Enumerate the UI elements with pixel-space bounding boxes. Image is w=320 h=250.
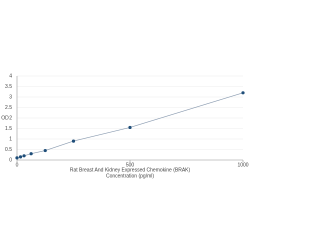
y-tick-label: 2.5 <box>5 105 12 111</box>
data-point <box>43 148 47 153</box>
data-point <box>128 125 132 130</box>
x-tick-label: 1000 <box>237 162 248 168</box>
data-line <box>16 92 244 159</box>
y-tick-label: 3 <box>9 94 12 100</box>
data-point <box>22 154 26 158</box>
y-tick-label: 2 <box>9 115 12 121</box>
data-point <box>29 152 33 156</box>
data-point <box>241 91 245 95</box>
y-tick-label: 1 <box>9 136 12 142</box>
chart: Rat Breast And Kidney Expressed Chemokin… <box>1 73 249 179</box>
x-axis-label: Rat Breast And Kidney Expressed Chemokin… <box>70 167 191 173</box>
data-point <box>71 139 76 143</box>
y-tick-label: 4 <box>9 73 12 79</box>
y-tick-label: 0.5 <box>5 147 12 153</box>
data-point <box>15 156 19 160</box>
y-tick-label: 0 <box>9 157 12 163</box>
data-point <box>18 155 23 159</box>
x-axis-label: Concentration (pg/ml) <box>106 173 154 179</box>
y-axis-label: OD <box>1 115 9 121</box>
x-tick-label: 500 <box>126 162 135 168</box>
y-tick-label: 1.5 <box>5 126 12 132</box>
x-tick-label: 0 <box>16 162 19 168</box>
y-tick-label: 3.5 <box>5 84 12 90</box>
